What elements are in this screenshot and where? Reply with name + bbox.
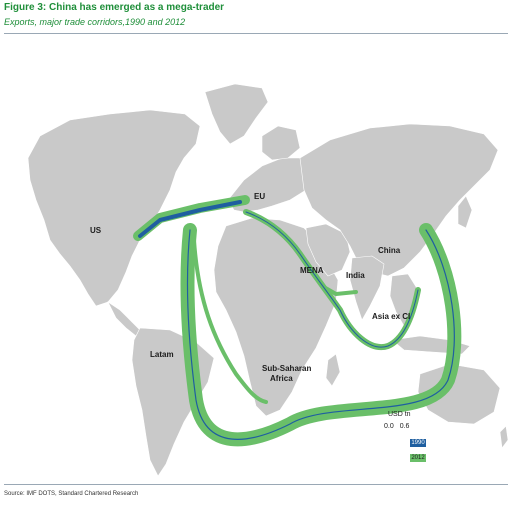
india-land (349, 255, 385, 321)
legend-units: USD tn (388, 411, 411, 418)
region-label-mena: MENA (300, 266, 324, 275)
figure-title: Figure 3: China has emerged as a mega-tr… (4, 2, 225, 13)
corridor-2012-to-africa (192, 238, 268, 404)
new-zealand-land (499, 425, 509, 449)
bottom-rule (4, 484, 508, 485)
region-label-ssa-line1: Sub-Saharan (262, 364, 312, 373)
legend-tick-min: 0.0 (384, 423, 394, 430)
corridor-1990-china-eu (245, 211, 419, 348)
figure-subtitle: Exports, major trade corridors,1990 and … (4, 17, 186, 27)
central-america-land (107, 301, 141, 337)
legend-scale: 0.0 0.6 (384, 423, 413, 430)
source-note: Source: IMF DOTS, Standard Chartered Res… (4, 491, 139, 497)
legend-1990-swatch: 1990 (410, 439, 426, 447)
corridor-2012-mena-india (320, 284, 358, 296)
region-label-asia-ex-ci: Asia ex CI (372, 312, 411, 321)
legend-tick-max: 0.6 (399, 423, 410, 430)
north-america-land (27, 109, 201, 307)
region-label-eu: EU (254, 192, 266, 201)
region-label-us: US (90, 226, 102, 235)
greenland-land (204, 83, 269, 145)
region-label-china: China (378, 246, 401, 255)
legend-2012-swatch: 2012 (410, 454, 426, 462)
region-label-latam: Latam (150, 350, 174, 359)
madagascar-land (325, 353, 341, 387)
corridor-1990-china-us-south (186, 229, 455, 440)
japan-land (457, 195, 473, 229)
region-label-india: India (346, 271, 365, 280)
region-label-ssa-line2: Africa (270, 374, 293, 383)
title-rule (4, 33, 508, 34)
world-map (27, 83, 509, 477)
middle-east-land (305, 223, 351, 277)
corridor-1990-eu-us (138, 200, 242, 238)
scandinavia-land (261, 125, 301, 161)
